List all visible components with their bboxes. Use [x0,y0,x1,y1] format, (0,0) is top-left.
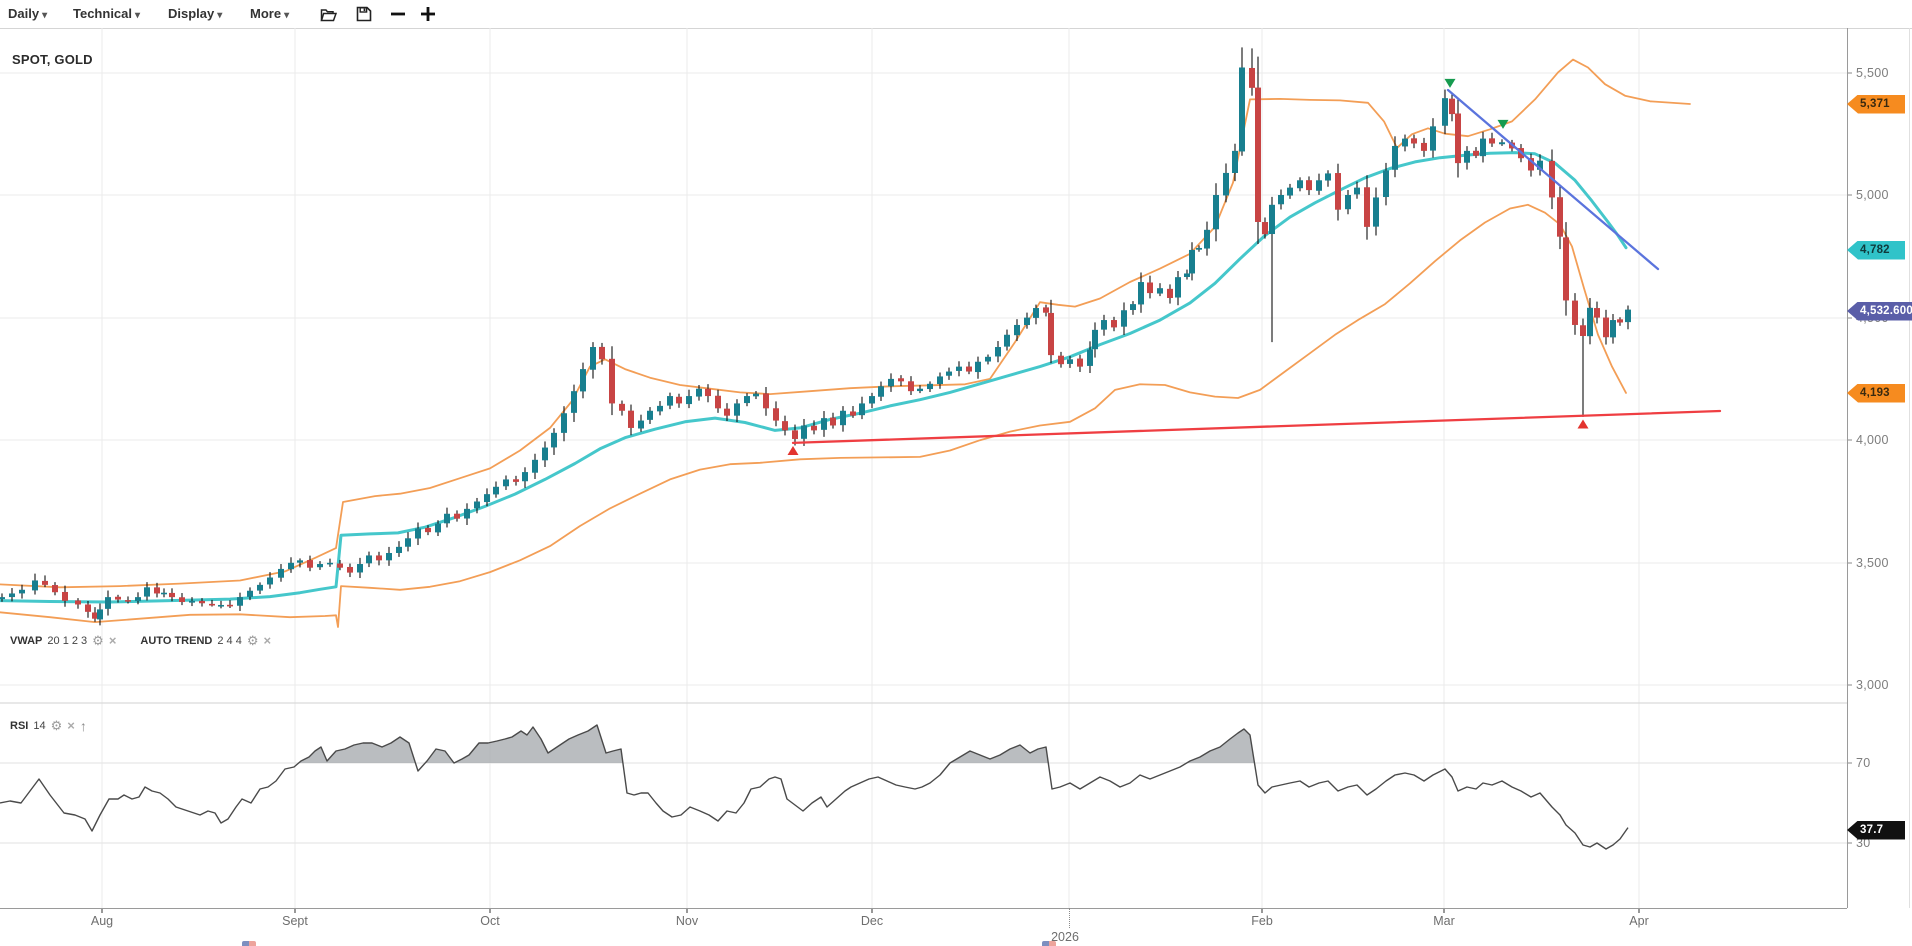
menu-display-label: Display [168,6,215,21]
open-folder-icon[interactable] [318,4,338,24]
close-icon[interactable]: × [67,718,75,733]
chevron-down-icon: ▾ [135,10,141,21]
upper-band-badge: 5,371 [1847,94,1905,114]
rsi-value-badge: 37.7 [1847,820,1905,840]
time-axis-label: Feb [1251,914,1273,928]
time-axis-label: Apr [1629,914,1649,928]
menu-technical[interactable]: Technical ▾ [73,4,140,24]
rsi-indicator-params: 14 [33,720,46,732]
zoom-out-icon[interactable] [388,4,408,24]
time-axis-label: Aug [90,914,114,928]
time-axis-label: Oct [480,914,500,928]
toolbar: Daily ▾ Technical ▾ Display ▾ More ▾ [0,0,1912,28]
close-icon[interactable]: × [263,633,272,648]
time-axis-label: Dec [860,914,884,928]
price-axis-label: 3,500 [1856,556,1889,570]
price-axis-label: 4,000 [1856,433,1889,447]
price-axis-label: 5,000 [1856,188,1889,202]
price-pane-indicator-row: VWAP 20 1 2 3 ⚙ × AUTO TREND 2 4 4 ⚙ × [10,633,271,649]
menu-technical-label: Technical [73,6,133,21]
time-axis-label: Sept [282,914,308,928]
menu-more-label: More [250,6,282,21]
year-tick-dotted-line [1069,908,1070,928]
gear-icon[interactable]: ⚙ [246,633,259,648]
chart-top-border [0,28,1912,29]
price-axis-label: 5,500 [1856,66,1889,80]
move-pane-up-icon[interactable]: ↑ [79,718,87,734]
rsi-pane-indicator-row: RSI 14 ⚙ × ↑ [10,718,87,734]
gear-icon[interactable]: ⚙ [50,718,63,733]
menu-interval[interactable]: Daily ▾ [8,4,47,24]
chevron-down-icon: ▾ [217,10,223,21]
chart-plot-area[interactable] [0,28,1912,946]
menu-interval-label: Daily [8,6,40,21]
menu-display[interactable]: Display ▾ [168,4,222,24]
gear-icon[interactable]: ⚙ [92,633,104,648]
symbol-label: SPOT, GOLD [12,52,93,67]
vwap-indicator-params: 20 1 2 3 [47,635,88,647]
year-axis-label: 2026 [1051,930,1079,944]
chevron-down-icon: ▾ [42,10,48,21]
lower-band-badge: 4,193 [1847,383,1905,403]
rsi-indicator-name: RSI [10,720,29,732]
menu-more[interactable]: More ▾ [250,4,289,24]
rsi-axis-label: 30 [1856,836,1871,850]
close-icon[interactable]: × [108,633,117,648]
cutoff-event-marker [242,941,256,946]
auto-trend-indicator-name: AUTO TREND [140,635,213,647]
time-axis-label: Nov [675,914,699,928]
price-axis-label: 3,000 [1856,678,1889,692]
right-edge-border [1909,28,1910,908]
vwap-badge: 4,782 [1847,240,1905,260]
time-axis-line [0,908,1847,909]
cutoff-event-marker [1042,941,1056,946]
time-axis-label: Mar [1433,914,1455,928]
zoom-in-icon[interactable] [418,4,438,24]
price-axis-line [1847,28,1848,908]
auto-trend-indicator-params: 2 4 4 [217,635,242,647]
chevron-down-icon: ▾ [284,10,290,21]
last-price-badge: 4,532.600 [1847,301,1912,321]
vwap-indicator-name: VWAP [10,635,43,647]
save-icon[interactable] [354,4,374,24]
rsi-axis-label: 70 [1856,756,1871,770]
